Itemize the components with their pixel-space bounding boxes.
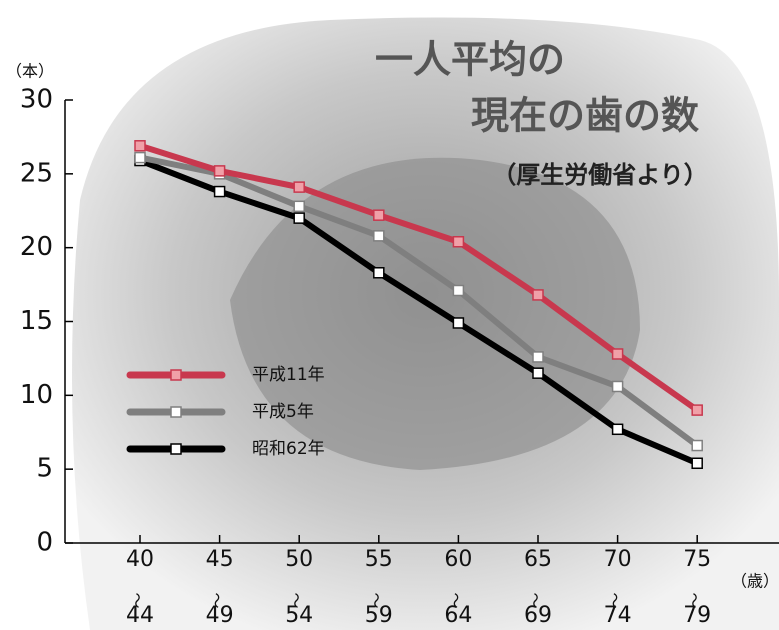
- x-tick-label: 55 〜 59: [365, 547, 393, 628]
- x-tick-label: 65 〜 69: [524, 547, 552, 628]
- x-tick-label: 60 〜 64: [444, 547, 472, 628]
- y-tick-label: 0: [36, 528, 53, 558]
- chart-subtitle: （厚生労働省より）: [492, 161, 708, 189]
- y-tick-label: 30: [20, 85, 53, 115]
- legend-label: 昭和62年: [252, 439, 325, 459]
- series-line: [139, 154, 699, 448]
- legend-marker: [170, 369, 182, 381]
- x-tick-label: 70 〜 74: [604, 547, 632, 628]
- data-point: [691, 457, 703, 470]
- series-line: [139, 142, 699, 413]
- background-photo: [230, 157, 640, 470]
- data-point: [611, 348, 624, 360]
- legend-label: 平成11年: [252, 365, 325, 385]
- data-point: [611, 380, 624, 393]
- data-point: [373, 230, 385, 242]
- data-point: [213, 185, 226, 198]
- y-tick-label: 5: [36, 454, 53, 484]
- x-tick-label: 75 〜 79: [683, 547, 711, 628]
- data-point: [532, 367, 544, 379]
- y-tick-label: 25: [20, 158, 53, 188]
- data-point: [691, 404, 703, 416]
- y-tick-label: 20: [20, 232, 53, 262]
- x-axis-label: （歳）: [731, 572, 779, 591]
- series-line: [138, 157, 699, 467]
- y-axis-label: （本）: [6, 62, 54, 81]
- data-point: [293, 200, 305, 213]
- legend-label: 平成5年: [252, 402, 314, 422]
- data-point: [213, 165, 226, 177]
- x-tick-label: 50 〜 54: [285, 547, 313, 628]
- data-point: [452, 317, 465, 329]
- legend-marker: [170, 443, 182, 455]
- data-point: [532, 289, 544, 301]
- data-point: [134, 140, 146, 152]
- data-point: [452, 236, 465, 248]
- x-tick-label: 40 〜 44: [126, 547, 154, 628]
- data-point: [373, 267, 385, 279]
- data-point: [452, 284, 465, 297]
- y-tick-label: 10: [20, 380, 53, 410]
- y-tick-label: 15: [20, 306, 53, 336]
- chart-title: 一人平均の: [375, 38, 565, 82]
- data-point: [134, 151, 146, 164]
- legend-marker: [170, 406, 182, 418]
- data-point: [373, 209, 385, 221]
- data-point: [691, 439, 703, 452]
- data-point: [293, 212, 305, 224]
- data-point: [611, 423, 624, 436]
- x-tick-label: 45 〜 49: [206, 547, 234, 628]
- data-point: [532, 351, 544, 363]
- data-point: [293, 181, 305, 193]
- chart-title: 現在の歯の数: [471, 94, 699, 138]
